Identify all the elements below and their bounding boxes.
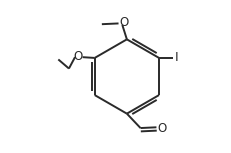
Text: O: O xyxy=(158,122,167,135)
Text: O: O xyxy=(73,50,83,63)
Text: O: O xyxy=(119,16,128,29)
Text: I: I xyxy=(175,51,179,64)
